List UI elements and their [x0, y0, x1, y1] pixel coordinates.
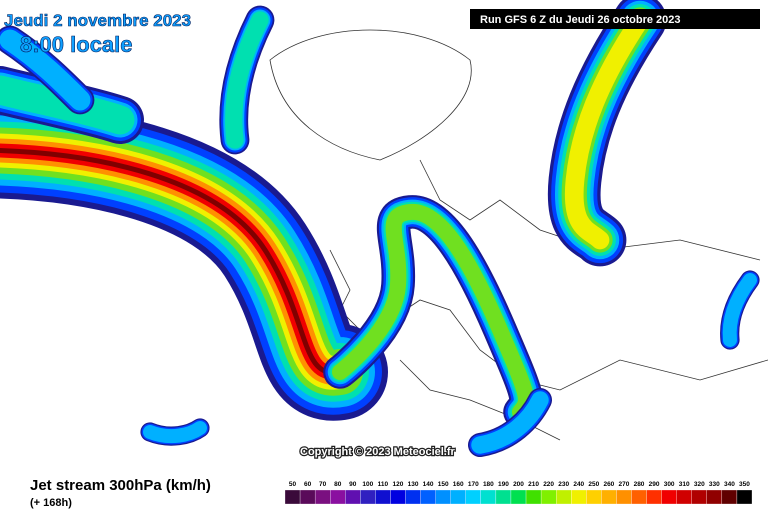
scale-swatch [586, 489, 602, 505]
scale-label: 210 [528, 481, 539, 488]
jet-band [0, 148, 343, 376]
scale-label: 290 [649, 481, 660, 488]
scale-swatch [495, 489, 512, 505]
scale-swatch [345, 489, 361, 505]
color-scale: 50 60 70 80 90 100 110 120 130 140 150 160 170 180 190… [284, 481, 753, 505]
scale-swatch [661, 489, 677, 505]
scale-swatch [721, 489, 738, 505]
scale-label: 120 [393, 481, 404, 488]
date-title: Jeudi 2 novembre 2023 [4, 11, 191, 30]
scale-label: 90 [349, 481, 357, 488]
time-title: 8:00 locale [20, 32, 133, 57]
scale-swatch [631, 489, 647, 505]
jet-band [722, 273, 757, 347]
scale-swatch [676, 489, 692, 505]
scale-label: 80 [334, 481, 342, 488]
jet-band [564, 10, 650, 250]
scale-label: 140 [423, 481, 434, 488]
scale-label: 150 [438, 481, 449, 488]
scale-swatch [616, 489, 632, 505]
scale-label: 200 [513, 481, 524, 488]
scale-label: 340 [724, 481, 735, 488]
scale-label: 350 [739, 481, 750, 488]
run-label: Run GFS 6 Z du Jeudi 26 octobre 2023 [480, 14, 681, 26]
jet-band [143, 421, 207, 444]
run-box [470, 9, 760, 29]
jet-band [225, 11, 269, 149]
scale-label: 170 [468, 481, 479, 488]
scale-swatch [390, 489, 406, 505]
scale-label: 50 [289, 481, 297, 488]
scale-swatch [510, 489, 527, 505]
scale-label: 60 [304, 481, 312, 488]
scale-swatch [375, 489, 391, 505]
jet-band [0, 75, 135, 135]
scale-label: 100 [362, 481, 373, 488]
jet-band [331, 203, 534, 421]
scale-swatch [360, 489, 376, 505]
scale-swatch [540, 489, 557, 505]
scale-label: 190 [498, 481, 509, 488]
scale-label: 300 [664, 481, 675, 488]
scale-swatch [450, 489, 466, 505]
scale-swatch [330, 489, 346, 505]
scale-swatch [556, 489, 572, 505]
scale-swatch [465, 489, 481, 505]
scale-swatch [601, 489, 617, 505]
scale-label: 240 [573, 481, 584, 488]
scale-label: 110 [378, 481, 389, 488]
jet-band [471, 391, 549, 454]
footer-lead: (+ 168h) [30, 497, 72, 509]
scale-swatch [435, 489, 451, 505]
footer-title: Jet stream 300hPa (km/h) [30, 477, 211, 494]
scale-label: 130 [408, 481, 419, 488]
scale-label: 260 [603, 481, 614, 488]
scale-label: 220 [543, 481, 554, 488]
scale-label: 250 [588, 481, 599, 488]
scale-swatch [571, 489, 587, 505]
scale-swatch [284, 489, 301, 505]
scale-swatch [736, 489, 753, 505]
scale-label: 320 [694, 481, 705, 488]
scale-swatch [646, 489, 662, 505]
scale-swatch [480, 489, 497, 505]
copyright: Copyright © 2023 Meteociel.fr [300, 446, 456, 458]
scale-swatch [525, 489, 542, 505]
scale-swatch [405, 489, 421, 505]
scale-swatch [314, 489, 331, 505]
scale-label: 270 [619, 481, 630, 488]
scale-label: 180 [483, 481, 494, 488]
scale-swatch [706, 489, 723, 505]
scale-label: 70 [319, 481, 327, 488]
scale-swatch [420, 489, 436, 505]
scale-label: 330 [709, 481, 720, 488]
scale-label: 160 [453, 481, 464, 488]
scale-label: 310 [679, 481, 690, 488]
jet-stream [0, 0, 760, 457]
scale-label: 280 [634, 481, 645, 488]
jet-band [0, 29, 91, 111]
scale-swatch [299, 489, 316, 505]
scale-label: 230 [558, 481, 569, 488]
scale-swatch [691, 489, 707, 505]
